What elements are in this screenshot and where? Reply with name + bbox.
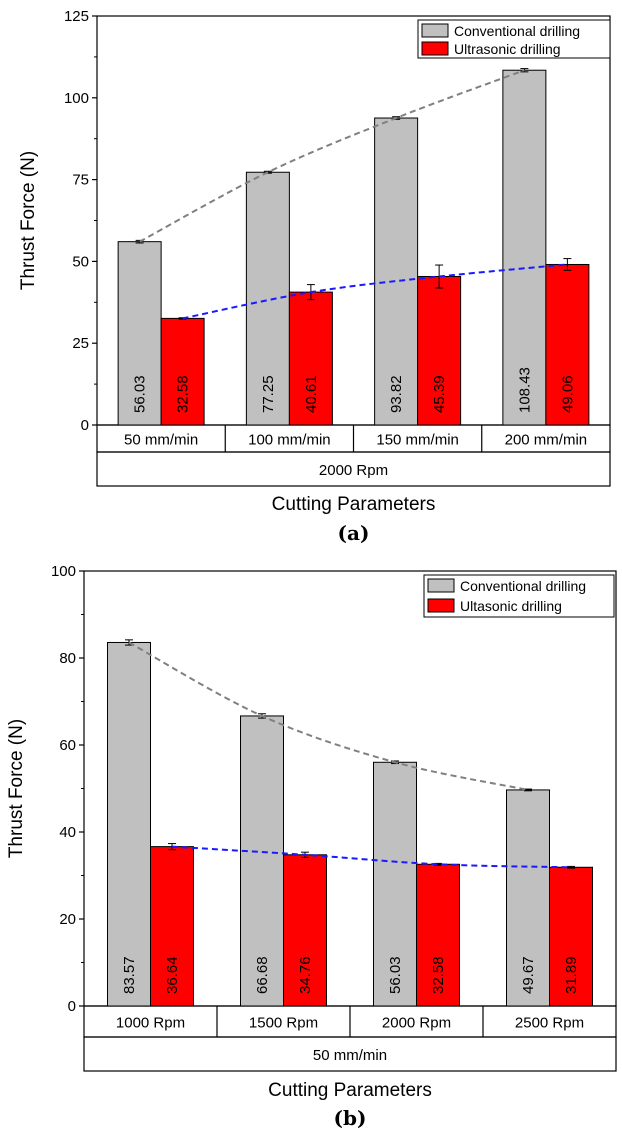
- bar-value-label: 49.67: [520, 956, 537, 994]
- trend-line-ultrasonic: [171, 845, 572, 869]
- bar-ultrasonic: [160, 317, 205, 426]
- bar-ultrasonic: [150, 846, 194, 1007]
- legend-swatch: [427, 598, 455, 613]
- y-tick-label: 125: [64, 8, 89, 25]
- y-axis-label: Thrust Force (N): [18, 151, 39, 290]
- y-tick-label: 75: [72, 172, 89, 189]
- bar-value-label: 40.61: [303, 375, 320, 413]
- y-tick-label: 100: [64, 90, 89, 107]
- panel-label: (a): [338, 521, 370, 545]
- bar-value-label: 31.89: [563, 956, 580, 994]
- legend-swatch: [427, 578, 455, 593]
- y-tick-label: 0: [68, 998, 76, 1015]
- x-category-label: 2500 Rpm: [515, 1015, 584, 1032]
- x-category-label: 1000 Rpm: [116, 1015, 185, 1032]
- bar-value-label: 34.76: [297, 956, 314, 994]
- bar-value-label: 77.25: [260, 375, 277, 413]
- bar-value-label: 56.03: [387, 956, 404, 994]
- x-category-label: 2000 Rpm: [382, 1015, 451, 1032]
- bar-value-label: 93.82: [388, 375, 405, 413]
- bar-conventional: [107, 641, 151, 1007]
- x-category-label: 200 mm/min: [505, 432, 588, 449]
- x-category-label: 50 mm/min: [124, 432, 198, 449]
- panel-label: (b): [334, 1106, 367, 1130]
- legend-entry: Conventional drilling: [454, 23, 580, 39]
- chart-panel-a: 0 25 50 75 100 125 Thrust Force (N) 50 mm/min 10…: [18, 8, 611, 545]
- y-tick-label: 0: [81, 417, 89, 434]
- y-tick-label: 100: [51, 563, 76, 580]
- bar-value-label: 83.57: [121, 956, 138, 994]
- legend-entry: Ultrasonic drilling: [454, 41, 561, 57]
- bar-value-label: 45.39: [431, 375, 448, 413]
- y-tick-label: 40: [59, 824, 76, 841]
- x-axis-label: Cutting Parameters: [268, 1080, 432, 1101]
- y-tick-label: 60: [59, 737, 76, 754]
- y-axis-label: Thrust Force (N): [6, 719, 27, 858]
- bar-value-label: 49.06: [559, 375, 576, 413]
- trend-line-ultrasonic: [182, 263, 568, 320]
- x-group-label: 2000 Rpm: [319, 462, 388, 479]
- bar-value-label: 32.58: [175, 375, 192, 413]
- y-tick-label: 25: [72, 335, 89, 352]
- x-category-label: 1500 Rpm: [249, 1015, 318, 1032]
- bar-conventional: [502, 69, 547, 426]
- bar-ultrasonic: [545, 263, 590, 426]
- bar-ultrasonic: [416, 863, 460, 1007]
- y-tick-label: 50: [72, 253, 89, 270]
- x-category-label: 150 mm/min: [376, 432, 459, 449]
- bar-ultrasonic: [549, 866, 593, 1007]
- y-tick-label: 80: [59, 650, 76, 667]
- bar-ultrasonic: [288, 291, 333, 426]
- x-category-label: 100 mm/min: [248, 432, 331, 449]
- bar-value-label: 108.43: [516, 367, 533, 413]
- bar-value-label: 56.03: [132, 375, 149, 413]
- legend-entry: Conventional drilling: [460, 578, 586, 594]
- chart-panel-b: 0 20 40 60 80 100 Thrust Force (N) 1000 Rpm 1500…: [6, 563, 617, 1130]
- bar-value-label: 32.58: [430, 956, 447, 994]
- legend: Conventional drilling Ultasonic drilling: [423, 574, 615, 618]
- bar-conventional: [240, 715, 284, 1007]
- bar-ultrasonic: [283, 854, 327, 1007]
- bar-conventional: [506, 789, 550, 1007]
- legend-swatch: [421, 23, 449, 38]
- legend-entry: Ultasonic drilling: [460, 598, 562, 614]
- legend-box: [423, 574, 615, 618]
- legend-swatch: [421, 41, 449, 56]
- trend-line-conventional: [139, 69, 525, 243]
- bar-ultrasonic: [417, 275, 462, 426]
- bar-value-label: 36.64: [164, 956, 181, 994]
- trend-line-conventional: [128, 641, 529, 791]
- legend-box: [417, 19, 611, 59]
- y-tick-label: 20: [59, 911, 76, 928]
- x-group-label: 50 mm/min: [313, 1047, 387, 1064]
- x-axis-label: Cutting Parameters: [272, 494, 436, 515]
- bar-value-label: 66.68: [254, 956, 271, 994]
- legend: Conventional drilling Ultrasonic drilling: [417, 19, 611, 59]
